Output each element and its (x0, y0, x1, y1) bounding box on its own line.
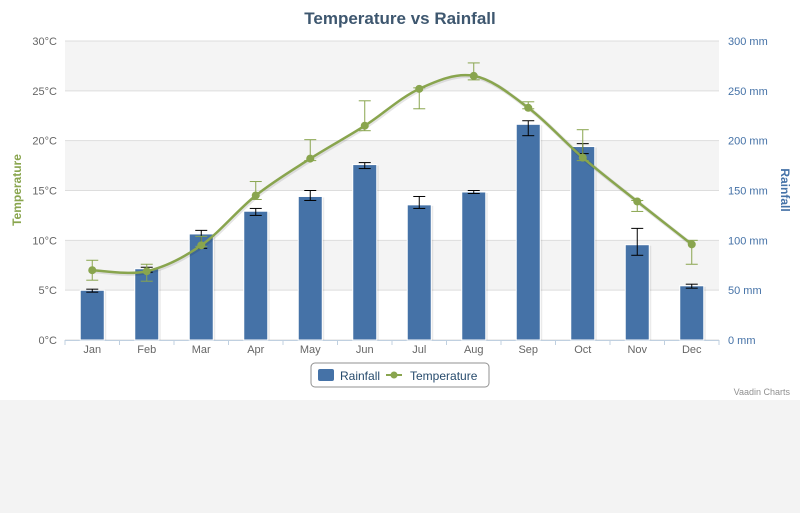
y-axis-right-title: Rainfall (778, 168, 792, 211)
x-axis: Jan Feb Mar Apr May Jun Jul Aug Sep Oct Nov Dec (64, 340, 720, 356)
grid-band (65, 240, 719, 291)
legend-item-temperature[interactable]: Temperature (386, 369, 478, 383)
temperature-error-bar (358, 100, 371, 132)
rainfall-error-bar (358, 162, 371, 170)
rainfall-bar (679, 285, 705, 341)
x-tick-label: Oct (574, 344, 591, 356)
y-axis-left: 0°C 5°C 10°C 15°C 20°C 25°C 30°C (32, 36, 57, 347)
temperature-error-bar (86, 259, 99, 281)
temperature-error-bar (631, 199, 644, 212)
rainfall-bar (461, 191, 487, 341)
rainfall-error-bar (467, 190, 480, 194)
temperature-error-bar (576, 129, 589, 162)
y-left-tick-label: 5°C (39, 285, 58, 297)
legend-label-temperature: Temperature (410, 369, 478, 383)
rainfall-error-bar (304, 190, 317, 201)
rainfall-error-bar (249, 207, 262, 216)
temperature-error-bar (140, 263, 153, 282)
y-left-tick-label: 25°C (32, 86, 57, 98)
x-tick-label: Feb (137, 344, 156, 356)
y-left-tick-label: 30°C (32, 36, 57, 48)
x-tick-label: Mar (192, 344, 211, 356)
x-tick-label: Aug (464, 344, 484, 356)
y-right-tick-label: 300 mm (728, 36, 768, 48)
rainfall-error-bar (86, 288, 99, 293)
legend-swatch-marker-temperature (390, 371, 398, 379)
temperature-error-bar (685, 239, 698, 265)
legend-label-rainfall: Rainfall (340, 369, 380, 383)
rainfall-error-bar (685, 283, 698, 289)
credits-link[interactable]: Vaadin Charts (734, 387, 791, 397)
temperature-error-bar (522, 101, 535, 110)
legend-item-rainfall[interactable]: Rainfall (318, 369, 380, 383)
x-tick-label: Jun (356, 344, 374, 356)
y-right-tick-label: 250 mm (728, 86, 768, 98)
grid-band (65, 41, 719, 91)
rainfall-bar (624, 244, 650, 341)
rainfall-bar (515, 123, 541, 341)
temperature-error-bar (467, 62, 480, 81)
grid-band (65, 140, 719, 191)
y-left-tick-label: 20°C (32, 136, 57, 148)
grid-bands (65, 41, 719, 291)
x-tick-label: Apr (247, 344, 264, 356)
y-right-tick-label: 0 mm (728, 335, 756, 347)
y-left-tick-label: 0°C (39, 335, 58, 347)
y-axis-right: 0 mm 50 mm 100 mm 150 mm 200 mm 250 mm 300 mm (728, 36, 768, 347)
y-right-tick-label: 200 mm (728, 136, 768, 148)
temperature-error-bar (249, 181, 262, 200)
y-left-tick-label: 15°C (32, 186, 57, 198)
rainfall-bar (243, 210, 269, 341)
y-axis-left-title: Temperature (10, 154, 24, 226)
x-tick-label: Jan (83, 344, 101, 356)
legend: Rainfall Temperature (310, 362, 490, 388)
chart-svg: Jan Feb Mar Apr May Jun Jul Aug Sep Oct Nov Dec 0°C… (10, 9, 792, 397)
temperature-error-bar (413, 87, 426, 110)
temperature-error-bar (195, 235, 208, 247)
chart-container: Jan Feb Mar Apr May Jun Jul Aug Sep Oct Nov Dec 0°C… (0, 0, 800, 400)
y-right-tick-label: 50 mm (728, 285, 762, 297)
y-right-tick-label: 150 mm (728, 186, 768, 198)
y-left-tick-label: 10°C (32, 235, 57, 247)
x-tick-label: May (300, 344, 321, 356)
y-right-tick-label: 100 mm (728, 235, 768, 247)
temperature-error-bar (304, 139, 317, 162)
rainfall-bar (79, 289, 105, 341)
rainfall-bar (297, 195, 323, 341)
temperature-error-bars (86, 62, 698, 282)
x-tick-label: Jul (412, 344, 426, 356)
x-tick-label: Dec (682, 344, 702, 356)
x-tick-label: Sep (518, 344, 538, 356)
rainfall-bar (406, 204, 432, 341)
chart-title: Temperature vs Rainfall (304, 9, 495, 28)
rainfall-error-bar (413, 195, 426, 209)
legend-swatch-rainfall (318, 369, 334, 381)
rainfall-bar (570, 146, 596, 341)
rainfall-series (79, 123, 706, 341)
rainfall-error-bar (522, 120, 535, 137)
rainfall-error-bar (631, 227, 644, 256)
x-tick-label: Nov (627, 344, 647, 356)
rainfall-bar (352, 164, 378, 341)
